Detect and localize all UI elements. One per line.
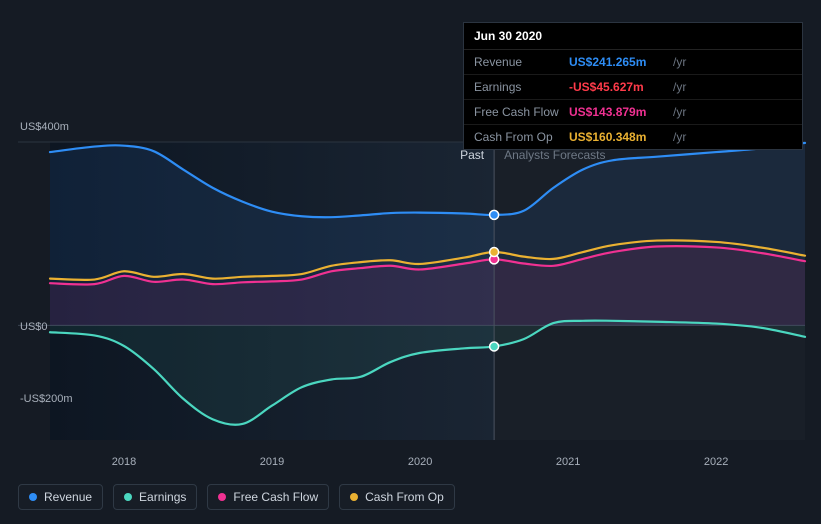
legend-item-revenue[interactable]: Revenue: [18, 484, 103, 510]
tooltip-row-revenue: RevenueUS$241.265m/yr: [464, 50, 802, 75]
zone-label-past: Past: [460, 148, 484, 162]
tooltip-row-cfo: Cash From OpUS$160.348m/yr: [464, 125, 802, 149]
x-tick-label: 2019: [260, 456, 284, 468]
tooltip: Jun 30 2020 RevenueUS$241.265m/yrEarning…: [463, 22, 803, 150]
y-tick-label: US$400m: [20, 121, 69, 133]
y-tick-label: US$0: [20, 321, 48, 333]
zone-label-forecast: Analysts Forecasts: [504, 148, 605, 162]
tooltip-label: Earnings: [474, 80, 569, 94]
tooltip-unit: /yr: [673, 130, 686, 144]
legend-dot-icon: [218, 493, 226, 501]
legend-item-earnings[interactable]: Earnings: [113, 484, 197, 510]
legend-label: Free Cash Flow: [233, 490, 318, 504]
tooltip-value: US$241.265m: [569, 55, 669, 69]
legend-dot-icon: [124, 493, 132, 501]
tooltip-value: US$160.348m: [569, 130, 669, 144]
legend-label: Cash From Op: [365, 490, 444, 504]
tooltip-row-fcf: Free Cash FlowUS$143.879m/yr: [464, 100, 802, 125]
legend-dot-icon: [29, 493, 37, 501]
tooltip-unit: /yr: [673, 80, 686, 94]
tooltip-date: Jun 30 2020: [464, 23, 802, 50]
x-tick-label: 2020: [408, 456, 432, 468]
legend-label: Earnings: [139, 490, 186, 504]
legend: Revenue Earnings Free Cash Flow Cash From O…: [18, 484, 455, 510]
x-tick-label: 2022: [704, 456, 728, 468]
x-tick-label: 2021: [556, 456, 580, 468]
legend-dot-icon: [350, 493, 358, 501]
tooltip-unit: /yr: [673, 105, 686, 119]
x-tick-label: 2018: [112, 456, 136, 468]
legend-item-fcf[interactable]: Free Cash Flow: [207, 484, 329, 510]
tooltip-value: -US$45.627m: [569, 80, 669, 94]
legend-item-cfo[interactable]: Cash From Op: [339, 484, 455, 510]
y-tick-label: -US$200m: [20, 393, 73, 405]
tooltip-label: Free Cash Flow: [474, 105, 569, 119]
tooltip-value: US$143.879m: [569, 105, 669, 119]
tooltip-row-earnings: Earnings-US$45.627m/yr: [464, 75, 802, 100]
tooltip-label: Revenue: [474, 55, 569, 69]
legend-label: Revenue: [44, 490, 92, 504]
tooltip-unit: /yr: [673, 55, 686, 69]
financials-chart: { "chart": { "type": "area-line", "width…: [0, 0, 821, 524]
tooltip-label: Cash From Op: [474, 130, 569, 144]
